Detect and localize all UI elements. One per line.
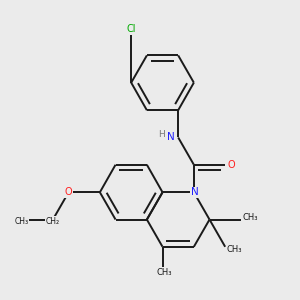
Text: N: N (167, 132, 175, 142)
Text: CH₃: CH₃ (242, 212, 258, 221)
Text: O: O (65, 187, 72, 197)
Text: CH₃: CH₃ (156, 268, 172, 277)
Text: CH₂: CH₂ (46, 217, 60, 226)
Text: Cl: Cl (127, 24, 136, 34)
Text: H: H (158, 130, 165, 140)
Text: N: N (190, 187, 198, 197)
Text: CH₃: CH₃ (227, 245, 242, 254)
Text: CH₃: CH₃ (14, 217, 28, 226)
Text: O: O (228, 160, 235, 170)
